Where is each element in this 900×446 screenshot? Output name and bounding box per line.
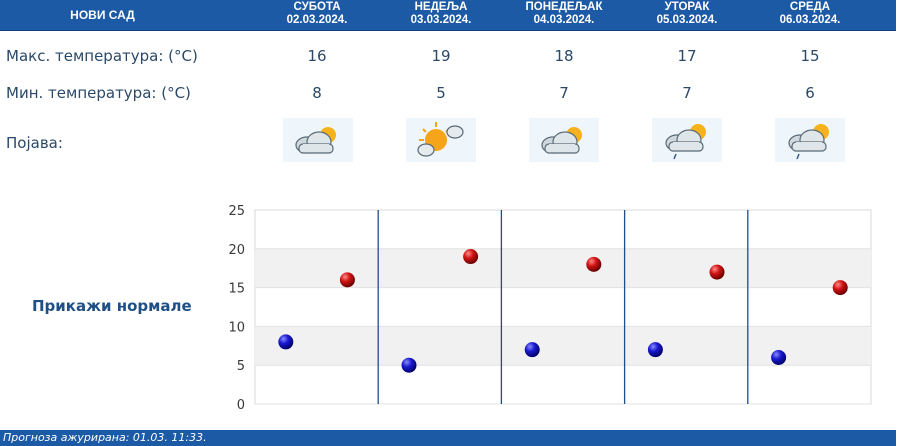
grid-band — [255, 248, 871, 288]
y-tick-label: 20 — [228, 243, 245, 258]
cloud-sun-rain-icon — [652, 118, 722, 162]
min-temp-point — [401, 357, 417, 373]
temperature-chart: 0 5 10 15 20 25 — [228, 204, 872, 413]
min-temp-value: 5 — [436, 84, 446, 102]
max-temp-value: 19 — [431, 47, 451, 65]
max-temp-label: Макс. температура: (°C) — [6, 47, 198, 65]
update-footer: Прогноза ажурирана: 01.03. 11:33. — [0, 430, 896, 446]
max-temp-value: 15 — [800, 47, 820, 65]
y-tick-label: 5 — [237, 359, 245, 374]
day-date: 06.03.2024. — [779, 14, 841, 26]
min-temp-label: Мин. температура: (°C) — [6, 84, 191, 102]
min-temp-value: 8 — [312, 84, 322, 102]
y-tick-label: 25 — [228, 204, 245, 219]
forecast-header: НОВИ САД СУБОТА 02.03.2024. НЕДЕЉА 03.03… — [0, 0, 896, 31]
day-date: 04.03.2024. — [533, 14, 595, 26]
max-temp-point — [586, 256, 602, 272]
cloudy-sun-icon — [529, 118, 599, 162]
day-header-3: ПОНЕДЕЉАК 04.03.2024. — [502, 1, 626, 27]
cloud-sun-rain-icon — [775, 118, 845, 162]
min-temp-point — [771, 349, 787, 365]
min-temp-point — [278, 334, 294, 350]
max-temp-point — [709, 264, 725, 280]
update-text: Прогноза ажурирана: 01.03. 11:33. — [3, 431, 207, 444]
day-header-2: НЕДЕЉА 03.03.2024. — [379, 1, 503, 27]
max-temp-value: 18 — [554, 47, 574, 65]
y-tick-label: 0 — [237, 398, 245, 413]
show-normals-button[interactable]: Прикажи нормале — [32, 297, 192, 315]
day-date: 02.03.2024. — [286, 14, 348, 26]
day-date: 05.03.2024. — [656, 14, 718, 26]
sun-behind-cloud-icon — [406, 118, 476, 162]
max-temp-point — [463, 249, 479, 265]
y-tick-label: 15 — [228, 282, 245, 297]
plot-area — [254, 209, 872, 405]
day-name: СУБОТА — [293, 1, 341, 13]
day-name: УТОРАК — [664, 1, 710, 13]
cloudy-sun-icon — [283, 118, 353, 162]
min-temp-point — [524, 342, 540, 358]
min-temp-value: 7 — [682, 84, 692, 102]
city-name: НОВИ САД — [70, 8, 135, 22]
max-temp-point — [832, 280, 848, 296]
grid-band — [255, 326, 871, 366]
day-header-4: УТОРАК 05.03.2024. — [625, 1, 749, 27]
day-name: НЕДЕЉА — [414, 1, 468, 13]
day-name: СРЕДА — [789, 1, 831, 13]
day-date: 03.03.2024. — [410, 14, 472, 26]
min-temp-value: 7 — [559, 84, 569, 102]
max-temp-value: 17 — [677, 47, 697, 65]
min-temp-value: 6 — [805, 84, 815, 102]
phenomenon-label: Појава: — [6, 134, 63, 152]
max-temp-value: 16 — [307, 47, 327, 65]
day-header-1: СУБОТА 02.03.2024. — [255, 1, 379, 27]
y-tick-label: 10 — [228, 320, 245, 335]
day-name: ПОНЕДЕЉАК — [525, 1, 603, 13]
min-temp-point — [647, 342, 663, 358]
day-header-5: СРЕДА 06.03.2024. — [748, 1, 872, 27]
max-temp-point — [339, 272, 355, 288]
